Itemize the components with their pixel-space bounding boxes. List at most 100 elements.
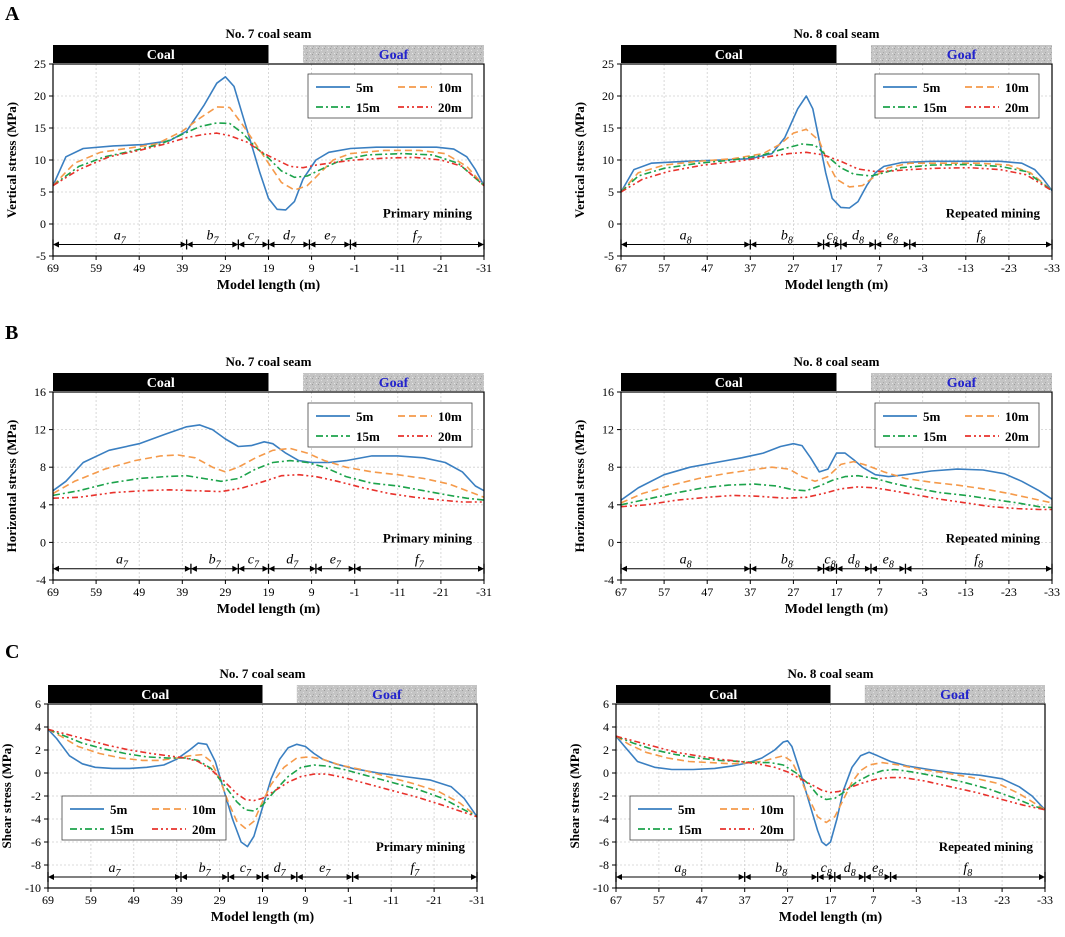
x-tick-label: 67 — [610, 893, 622, 907]
zone-arrowhead — [238, 241, 245, 248]
zone-arrowhead — [744, 565, 751, 572]
x-tick-label: 69 — [47, 585, 59, 599]
x-tick-label: 9 — [309, 585, 315, 599]
zone-letter: b — [781, 553, 788, 568]
zone-arrowhead — [478, 565, 484, 572]
x-tick-label: 9 — [309, 261, 315, 275]
x-tick-label: 7 — [870, 893, 876, 907]
chart-title: No. 8 coal seam — [788, 666, 874, 681]
y-tick-label: -4 — [599, 812, 609, 826]
y-axis-label: Vertical stress (MPa) — [572, 102, 587, 218]
zone-arrowhead — [811, 873, 818, 880]
series-line-10m — [620, 128, 1053, 193]
x-axis-label: Model length (m) — [217, 278, 321, 293]
zone-label-e: e8 — [883, 553, 894, 571]
zone-subscript: 8 — [681, 868, 686, 879]
x-tick-label: -1 — [343, 893, 353, 907]
x-tick-label: -13 — [958, 261, 974, 275]
zone-subscript: 7 — [331, 235, 337, 246]
goaf-label: Goaf — [379, 376, 409, 391]
zone-arrowhead — [834, 873, 841, 880]
zone-arrowhead — [823, 241, 830, 248]
series-line-5m — [47, 728, 478, 848]
zone-letter: f — [413, 228, 419, 243]
zone-subscript: 7 — [213, 235, 219, 246]
y-tick-label: -5 — [36, 249, 46, 263]
y-tick-label: 4 — [35, 720, 41, 734]
zone-subscript: 8 — [980, 235, 985, 246]
legend-label-10m: 10m — [1005, 409, 1029, 424]
zone-label-d: d7 — [283, 228, 296, 246]
legend-label-15m: 15m — [356, 429, 380, 444]
x-tick-label: 57 — [653, 893, 665, 907]
zone-arrowhead — [621, 565, 627, 572]
zone-subscript: 8 — [687, 235, 692, 246]
zone-arrowhead — [344, 241, 351, 248]
x-tick-label: 67 — [615, 585, 627, 599]
legend-label-5m: 5m — [356, 80, 374, 95]
goaf-bar — [870, 373, 1052, 391]
zone-letter: b — [206, 228, 213, 243]
x-tick-label: 59 — [85, 893, 97, 907]
zone-arrowhead — [905, 565, 912, 572]
zone-arrowhead — [840, 241, 847, 248]
zone-arrowhead — [1039, 873, 1045, 880]
zone-arrowhead — [268, 565, 275, 572]
zone-subscript: 7 — [419, 560, 425, 571]
zone-letter: a — [114, 228, 121, 243]
y-tick-label: 10 — [602, 153, 614, 167]
zone-arrowhead — [232, 565, 239, 572]
zone-label-b: b8 — [775, 861, 787, 879]
legend-label-10m: 10m — [192, 802, 216, 817]
zone-arrowhead — [478, 241, 484, 248]
y-tick-label: 25 — [602, 57, 614, 71]
zone-arrowhead — [309, 241, 316, 248]
zone-arrowhead — [750, 241, 757, 248]
y-tick-label: 4 — [603, 720, 609, 734]
x-tick-label: 29 — [214, 893, 226, 907]
y-tick-label: 12 — [602, 423, 614, 437]
goaf-bar — [864, 685, 1045, 703]
zone-label-b: b7 — [199, 861, 212, 879]
zone-letter: e — [324, 228, 330, 243]
zone-label-b: b8 — [781, 553, 793, 571]
zone-letter: e — [887, 228, 893, 243]
zone-label-d: d8 — [852, 228, 864, 246]
x-tick-label: 39 — [176, 585, 188, 599]
x-tick-label: -3 — [918, 261, 928, 275]
series-line-10m — [615, 735, 1046, 824]
series-line-10m — [52, 447, 485, 499]
zone-arrowhead — [869, 241, 876, 248]
zone-label-a: a8 — [674, 861, 686, 879]
zone-arrowhead — [180, 873, 187, 880]
zone-letter: c — [240, 861, 247, 876]
series-line-20m — [615, 735, 1046, 811]
zone-arrowhead — [190, 565, 197, 572]
zone-arrowhead — [870, 565, 877, 572]
x-tick-label: -31 — [476, 585, 492, 599]
zone-arrowhead — [232, 241, 239, 248]
series-line-15m — [620, 474, 1053, 509]
legend: 5m 10m 15m 20m — [61, 795, 227, 841]
y-tick-label: 25 — [34, 57, 46, 71]
series-line-10m — [52, 106, 485, 191]
mining-annotation: Repeated mining — [946, 530, 1041, 545]
x-axis-label: Model length (m) — [217, 602, 321, 617]
x-tick-label: 27 — [787, 585, 799, 599]
x-tick-label: -13 — [958, 585, 974, 599]
zone-letter: b — [199, 861, 206, 876]
x-tick-label: 67 — [615, 261, 627, 275]
zone-arrowhead — [296, 873, 303, 880]
x-tick-label: 59 — [90, 261, 102, 275]
zone-label-a: a8 — [680, 228, 692, 246]
x-tick-label: 19 — [263, 261, 275, 275]
zone-arrowhead — [750, 565, 757, 572]
legend: 5m 10m 15m 20m — [629, 795, 795, 841]
y-tick-label: 8 — [608, 460, 614, 474]
x-tick-label: 47 — [696, 893, 708, 907]
zone-arrowhead — [884, 873, 891, 880]
x-tick-label: 49 — [128, 893, 140, 907]
x-tick-label: -21 — [433, 261, 449, 275]
zone-letter: e — [330, 553, 336, 568]
